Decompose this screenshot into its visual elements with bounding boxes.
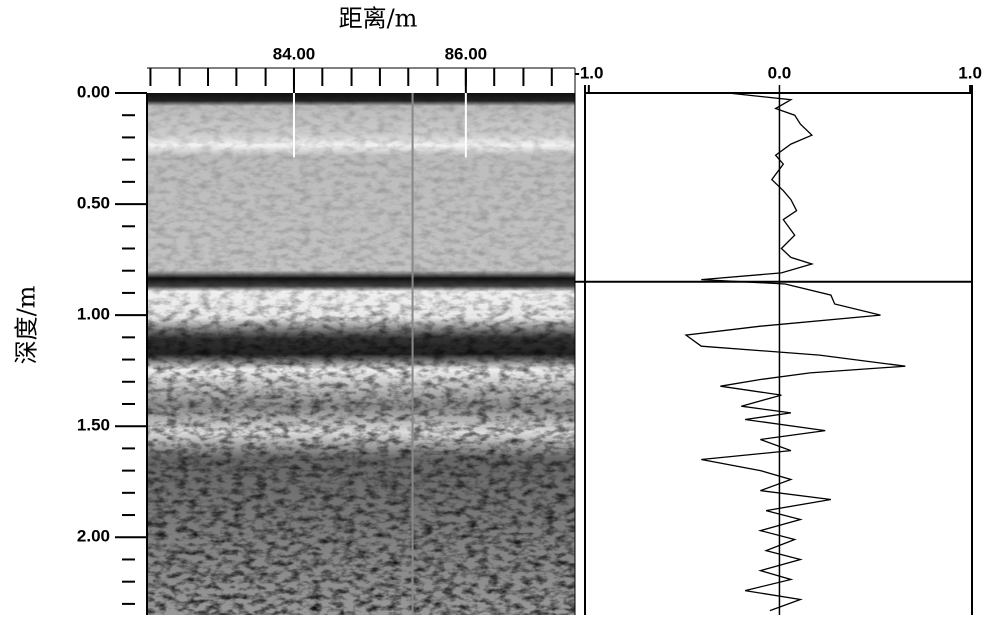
x-tick-label: 0.0 — [768, 63, 792, 82]
x-tick-label: 86.00 — [445, 44, 488, 63]
x-axis-label: 距离/m — [339, 5, 418, 33]
y-tick-label: 0.50 — [77, 194, 110, 213]
x-tick-label: -1.0 — [574, 63, 603, 82]
x-tick-label: 84.00 — [273, 44, 316, 63]
y-tick-label: 2.00 — [77, 527, 110, 546]
trace — [684, 92, 906, 612]
y-tick-label: 1.50 — [77, 416, 110, 435]
y-axis-label: 深度/m — [13, 285, 41, 364]
y-tick-label: 0.00 — [77, 82, 110, 101]
x-tick-label: 1.0 — [958, 63, 982, 82]
y-tick-label: 1.00 — [77, 305, 110, 324]
radargram-noise — [147, 93, 575, 615]
